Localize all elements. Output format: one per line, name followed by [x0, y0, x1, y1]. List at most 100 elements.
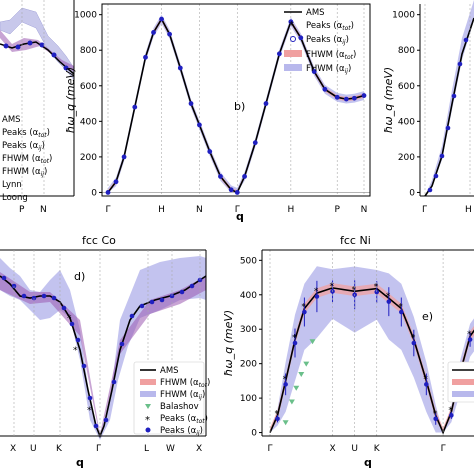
- panel-b-peak-marker: [151, 30, 156, 35]
- panel-b-yticks: 0 200 400 600 800 1000: [74, 11, 102, 198]
- panel-d-peak-marker: [75, 337, 81, 343]
- legend-peaks-tot-label: Peaks (αtot): [306, 21, 354, 32]
- panel-d-peak-marker: [149, 299, 155, 305]
- legend-sub: ij: [342, 39, 346, 46]
- legend-fhwm-ij-swatch: [284, 64, 302, 71]
- left-top-marker: [15, 44, 21, 50]
- right-top-ytick-label: 200: [398, 153, 415, 163]
- panel-e-peak-marker: [424, 382, 429, 387]
- panel-d-peak-marker: [179, 289, 185, 295]
- panel-e-peak-marker: [283, 382, 288, 387]
- panel-d-peak-marker: [87, 395, 93, 401]
- panel-e-peak-tot-marker: *: [398, 302, 403, 312]
- panel-b-peak-marker: [288, 19, 294, 25]
- right-top-tick-h: H: [465, 205, 472, 215]
- panel-d-peak-marker: [93, 423, 99, 429]
- panel-e-balashov-marker: [298, 372, 305, 377]
- panel-b-xtick-label: P: [335, 205, 341, 215]
- panel-e-annotation: e): [422, 310, 433, 323]
- panel-e-peak-tot-marker: *: [292, 333, 297, 343]
- panel-d-title: fcc Co: [82, 234, 116, 247]
- left-top-legend-sub: tot: [38, 132, 47, 139]
- panel-b-peak-marker: [311, 69, 317, 74]
- right-top-ytick-label: 600: [398, 82, 415, 92]
- left-top-marker: [63, 65, 69, 71]
- left-top-legend-peaks-tot: Peaks (αtot): [2, 128, 50, 139]
- panel-b-xtick-label: Γ: [235, 205, 240, 215]
- panel-e-balashov: [282, 339, 316, 426]
- panel-b-peak-marker: [276, 51, 282, 57]
- panel-e-peak-tot-marker: *: [467, 330, 472, 340]
- legend-peaks-tot-swatch: *: [289, 20, 294, 31]
- panel-b-peak-marker: [113, 179, 119, 185]
- panel-d-legend-peaks-ij: Peaks (αij): [160, 426, 203, 437]
- panel-b-ytick-label: 400: [80, 117, 97, 127]
- panel-d-annotation: d): [74, 270, 85, 283]
- legend-fhwm-ij-label: FHWM (αij): [306, 64, 351, 75]
- panel-b-peak-marker: [218, 174, 223, 179]
- panel-e-ytick-label: 400: [240, 291, 257, 301]
- panel-d-peak-marker: [1, 275, 7, 281]
- panel-e-peak-marker: [292, 340, 298, 346]
- panel-d-tick: L: [144, 444, 149, 454]
- right-top-ytick-label: 1000: [392, 11, 415, 21]
- legend-sub: tot: [199, 382, 208, 389]
- panel-d-peak-marker: [129, 313, 135, 319]
- panel-e-peak-tot-marker: *: [433, 409, 438, 419]
- panel-b-xtick-label: H: [287, 205, 294, 215]
- panel-e-peak-marker: [314, 294, 320, 299]
- panel-d-tick: X: [196, 444, 202, 454]
- panel-e-peak-marker: [302, 309, 307, 315]
- panel-e-peak-marker: [275, 416, 280, 422]
- panel-e-ytick-label: 300: [240, 325, 257, 335]
- panel-d-peak-marker: [189, 283, 195, 289]
- panel-e-yticks: 0 100 200 300 400 500: [240, 256, 262, 439]
- panel-d-tick: Γ: [96, 444, 101, 454]
- panel-e-balashov-marker: [288, 399, 295, 405]
- legend-sub: ij: [345, 68, 349, 75]
- panel-b-peak-marker: [263, 101, 269, 106]
- panel-e-peak-tot-marker: *: [352, 285, 357, 295]
- panel-e-legend-fhwm-tot-swatch: [452, 379, 474, 385]
- panel-e-peak-tot-marker: *: [283, 375, 288, 385]
- legend-peaks-ij-label: Peaks (αij): [306, 35, 349, 46]
- panel-d-peak-marker: [69, 321, 75, 327]
- left-top-band-purple: [0, 30, 74, 72]
- panel-b: 0 200 400 600 800 1000 Γ H N Γ H P N ħω_q (meV) q b…: [64, 3, 371, 223]
- panel-e-ylabel: ħω_q (meV): [222, 310, 235, 376]
- panel-e-xtick-label: U: [351, 444, 358, 454]
- panel-e-xlabel: q: [364, 456, 372, 469]
- right-top-marker: [433, 173, 439, 179]
- panel-e-peak-tot-marker: *: [423, 375, 428, 385]
- panel-b-ytick-label: 800: [80, 46, 97, 56]
- panel-b-peak-marker: [197, 122, 202, 128]
- right-top-ylabel: ħω_q (meV): [382, 67, 395, 133]
- legend-sub: tot: [345, 54, 354, 61]
- panel-e-ytick-label: 200: [240, 360, 257, 370]
- panel-e-peak-marker: [433, 416, 439, 422]
- panel-b-peak-marker: [242, 174, 247, 179]
- panel-b-peak-marker: [132, 104, 138, 110]
- panel-b-peak-marker: [159, 16, 164, 22]
- right-top-yticks: 0 200 400 600 800 1000: [392, 11, 420, 198]
- left-top-markers: [3, 40, 69, 71]
- panel-b-annotation: b): [234, 100, 245, 113]
- panel-b-xtick-label: Γ: [105, 205, 110, 215]
- panel-e: fcc Ni ******************* 0100200300400…: [222, 234, 474, 469]
- left-top-legend-fhwm-ij: FHWM (αij): [2, 167, 47, 178]
- panel-d-peak-marker: [51, 295, 57, 301]
- panel-e-peak-marker: [467, 337, 473, 342]
- left-top-ams-line: [0, 41, 75, 75]
- panel-e-peak-tot-marker: *: [374, 283, 379, 293]
- panel-d-legend-ams: AMS: [160, 366, 179, 376]
- panel-d-peak-tot-marker: *: [67, 314, 72, 324]
- panel-d-legend-fhwm-tot-swatch: [140, 379, 156, 385]
- legend-sub: ij: [196, 430, 200, 437]
- legend-sub: ij: [199, 394, 203, 401]
- panel-d-legend-fhwm-ij: FHWM (αij): [160, 390, 205, 401]
- panel-b-xtick-label: N: [361, 205, 368, 215]
- panel-d-peak-tot-marker: *: [87, 406, 92, 416]
- panel-e-peaks-ij: *******************: [275, 280, 473, 425]
- right-top-marker: [451, 93, 457, 99]
- panel-d-peak-marker: [111, 379, 117, 385]
